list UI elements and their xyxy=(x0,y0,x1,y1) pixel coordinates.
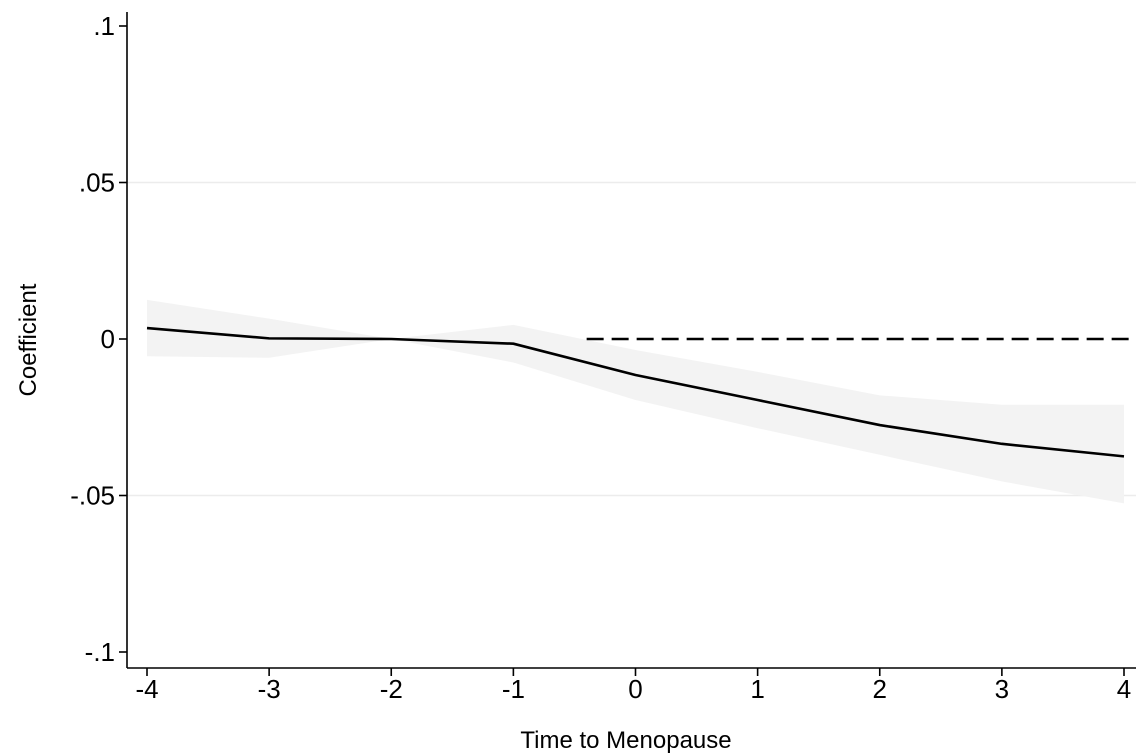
gridlines xyxy=(127,181,1136,497)
x-tick-label: -2 xyxy=(380,674,403,704)
x-tick-label: 4 xyxy=(1117,674,1131,704)
confidence-band xyxy=(147,299,1124,504)
series-line xyxy=(146,326,1125,458)
confidence-interval-band xyxy=(147,299,1124,504)
x-tick-label: 1 xyxy=(750,674,764,704)
y-tick-label: .1 xyxy=(93,11,115,41)
y-axis-title: Coefficient xyxy=(15,283,42,396)
y-axis-ticks: -.1 -.05 0 .05 .1 xyxy=(70,11,127,667)
x-tick-label: 3 xyxy=(995,674,1009,704)
x-axis-ticks: -4 -3 -2 -1 0 1 2 3 4 xyxy=(135,668,1131,704)
x-tick-label: -4 xyxy=(135,674,158,704)
x-tick-label: 2 xyxy=(873,674,887,704)
y-tick-label: .05 xyxy=(79,168,115,198)
series-group xyxy=(146,326,1125,458)
y-tick-label: -.05 xyxy=(70,481,115,511)
y-tick-label: 0 xyxy=(101,324,115,354)
y-tick-label: -.1 xyxy=(85,637,115,667)
x-tick-label: 0 xyxy=(628,674,642,704)
x-axis-title: Time to Menopause xyxy=(520,727,731,754)
x-tick-label: -3 xyxy=(258,674,281,704)
axes xyxy=(126,12,1136,669)
x-tick-label: -1 xyxy=(502,674,525,704)
